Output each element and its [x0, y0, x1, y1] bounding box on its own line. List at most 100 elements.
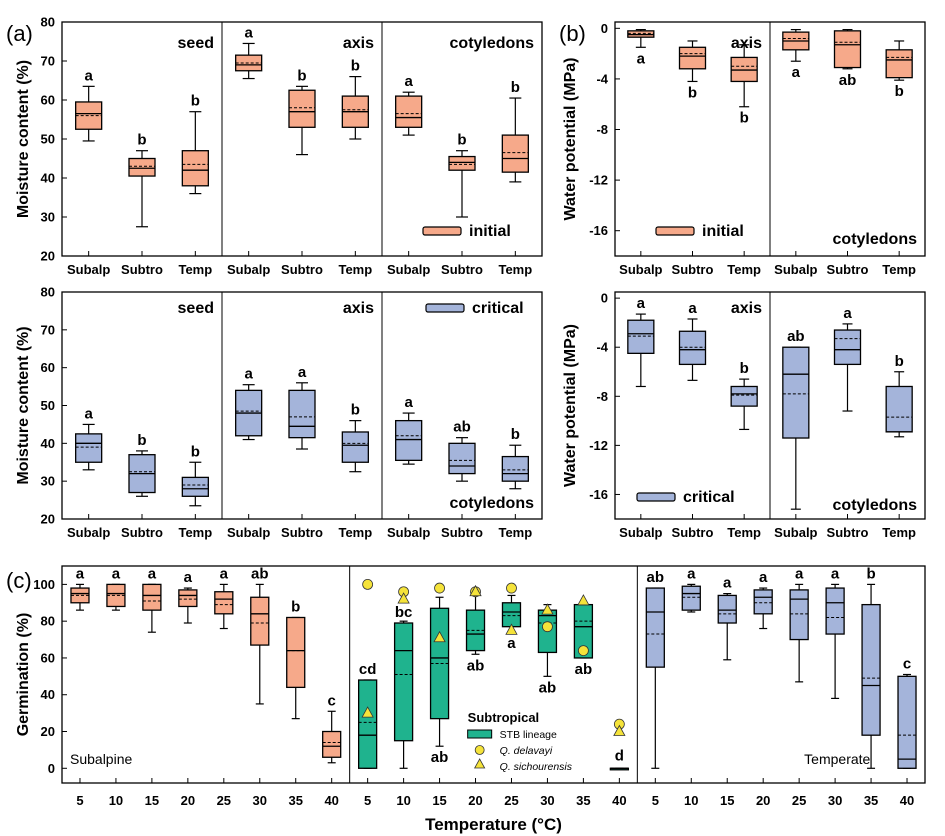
y-tick-label: 0 [601, 21, 608, 36]
significance-letter: b [688, 84, 697, 101]
panel-label-c: (c) [6, 568, 32, 593]
box-plots [70, 28, 917, 771]
box [833, 329, 862, 366]
legend-swatch-initial [422, 226, 462, 236]
category-label: Temp [338, 262, 372, 277]
box [645, 587, 665, 668]
category-label: 5 [76, 793, 83, 808]
category-label: Subalp [67, 262, 110, 277]
y-tick-label: 80 [41, 285, 55, 300]
box [142, 583, 162, 611]
panel-label-b: (b) [559, 21, 586, 46]
category-label: 15 [145, 793, 159, 808]
significance-letter: a [759, 569, 768, 586]
significance-letter: ab [251, 565, 269, 582]
category-label: Temp [338, 525, 372, 540]
y-tick-label: 70 [41, 54, 55, 69]
significance-letter: b [297, 67, 306, 84]
facet-title: cotyledons [833, 231, 918, 248]
legend-swatch-initial [655, 226, 695, 236]
significance-letter: a [723, 575, 732, 592]
box [885, 49, 913, 79]
category-label: Subalp [387, 262, 430, 277]
category-label: 35 [288, 793, 302, 808]
significance-letter: a [404, 73, 413, 90]
y-tick-label: 0 [48, 761, 55, 776]
y-tick-label: -4 [596, 71, 608, 86]
significance-letter: a [184, 569, 193, 586]
box [501, 455, 529, 482]
y-axis-label: Germination (%) [15, 613, 32, 737]
category-label: 30 [828, 793, 842, 808]
legend-label-initial: initial [469, 223, 511, 240]
category-label: 35 [576, 793, 590, 808]
y-tick-label: 30 [41, 474, 55, 489]
box [75, 433, 103, 463]
y-tick-label: -16 [589, 223, 608, 238]
box [181, 150, 209, 187]
category-label: 15 [720, 793, 734, 808]
facet-title: Subtropical [468, 710, 540, 725]
y-tick-label: 80 [41, 15, 55, 30]
legend-swatch-stb [467, 729, 493, 739]
box [250, 596, 270, 646]
box [897, 675, 917, 769]
y-tick-label: 20 [41, 512, 55, 527]
significance-letter: ab [647, 569, 665, 586]
significance-letter: a [220, 565, 229, 582]
box [393, 622, 414, 742]
legend-marker-triangle [473, 758, 486, 769]
category-label: Subtro [441, 525, 483, 540]
triangle-marker-q-sichourensis [397, 592, 410, 604]
y-tick-label: -8 [596, 389, 608, 404]
y-tick-label: 60 [41, 360, 55, 375]
category-label: Subtro [121, 525, 163, 540]
significance-letter: b [457, 132, 466, 149]
y-tick-label: 50 [41, 398, 55, 413]
significance-letter: a [507, 635, 516, 652]
category-label: Subalp [67, 525, 110, 540]
category-label: 15 [432, 793, 446, 808]
legend-label-q-sichourensis: Q. sichourensis [500, 761, 573, 773]
box [782, 346, 810, 439]
significance-letter: a [795, 565, 804, 582]
y-axis-label: Water potential (MPa) [562, 58, 579, 221]
y-tick-label: -12 [589, 173, 608, 188]
category-label: Subalp [774, 525, 817, 540]
significance-letter: ab [575, 661, 593, 678]
legend-swatch-critical [425, 303, 465, 313]
significance-letter: a [831, 565, 840, 582]
category-label: 40 [324, 793, 338, 808]
facet-title: axis [343, 300, 374, 317]
category-label: 40 [612, 793, 626, 808]
significance-letter: b [895, 83, 904, 100]
category-label: 25 [792, 793, 806, 808]
legend-label-initial: initial [702, 223, 744, 240]
significance-letter: b [511, 426, 520, 443]
significance-letter: b [137, 132, 146, 149]
significance-letter: b [866, 565, 875, 582]
y-tick-label: -12 [589, 438, 608, 453]
y-tick-label: 40 [41, 436, 55, 451]
box [501, 602, 522, 628]
significance-letter: cd [359, 661, 377, 678]
facet-title: cotyledons [833, 497, 918, 514]
category-label: Subtro [827, 525, 869, 540]
category-label: 20 [181, 793, 195, 808]
box [730, 385, 758, 407]
category-label: Subtro [281, 262, 323, 277]
significance-letter: a [688, 300, 697, 317]
significance-letter: ab [453, 419, 471, 436]
panel-label-a: (a) [6, 21, 33, 46]
legend-label-critical: critical [472, 300, 524, 317]
category-label: 20 [756, 793, 770, 808]
significance-letter: b [740, 360, 749, 377]
triangle-marker-q-sichourensis [577, 594, 590, 606]
panel-frames [61, 21, 926, 784]
category-label: Subtro [672, 525, 714, 540]
category-label: Subalp [774, 262, 817, 277]
box [181, 476, 209, 497]
significance-letter: a [84, 405, 93, 422]
box [448, 155, 476, 171]
